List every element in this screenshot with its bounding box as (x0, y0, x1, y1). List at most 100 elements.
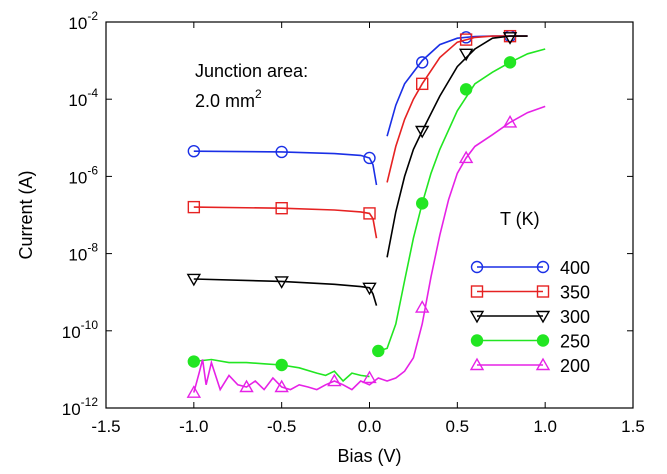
y-tick-exponent: -10 (81, 318, 99, 332)
series-200-point (414, 300, 430, 313)
series-300-forward-line (386, 35, 528, 258)
legend-marker (470, 334, 484, 347)
legend-marker (536, 260, 550, 274)
legend-marker (470, 285, 484, 298)
y-tick-label: 10-4 (68, 86, 98, 110)
series-200-point (239, 379, 254, 393)
series-400-point (187, 144, 201, 158)
series-300-point (186, 273, 202, 287)
x-tick-label: 0.0 (358, 417, 382, 436)
series-350-reverse-line (193, 206, 378, 239)
series-200-point (186, 385, 202, 398)
y-tick-exponent: -6 (87, 163, 98, 177)
x-tick-label: 1.5 (621, 417, 645, 436)
x-tick-label: -1.5 (91, 417, 120, 436)
legend-item-300: 300 (469, 307, 590, 327)
y-tick-label: 10-10 (62, 318, 99, 342)
series-250-point (187, 355, 201, 368)
x-axis-title: Bias (V) (337, 446, 401, 466)
series-350-point (363, 207, 376, 220)
legend-marker (469, 310, 485, 324)
series-250-point (372, 344, 385, 358)
legend-label: 200 (560, 356, 590, 376)
y-tick-exponent: -12 (81, 395, 99, 409)
y-tick-base: 10 (68, 168, 87, 187)
legend-marker (535, 357, 551, 371)
legend-item-400: 400 (470, 258, 590, 278)
y-tick-label: 10-8 (68, 241, 98, 265)
legend: T (K) 400 350 300 250 200 (469, 209, 590, 376)
legend-marker (536, 334, 550, 347)
y-axis-title: Current (A) (16, 170, 36, 259)
y-tick-label: 10-12 (62, 395, 99, 419)
y-tick-label: 10-2 (68, 9, 98, 33)
x-tick-label: -1.0 (179, 417, 208, 436)
legend-item-250: 250 (470, 332, 590, 352)
x-axis: -1.5 -1.0 -0.5 0.0 0.5 1.0 1.5 (91, 22, 645, 436)
series-250-forward-line (378, 48, 546, 352)
series-400-point (363, 151, 376, 165)
x-tick-label: -0.5 (267, 417, 296, 436)
y-tick-base: 10 (68, 14, 87, 33)
legend-marker (535, 310, 551, 324)
series-400-point (275, 145, 288, 159)
y-tick-label: 10-6 (68, 163, 98, 187)
series-300-point (502, 32, 518, 45)
series-200-point (362, 370, 377, 384)
series-400-reverse-line (193, 150, 378, 186)
series-250-point (275, 358, 288, 372)
legend-item-200: 200 (469, 356, 590, 376)
series-200-reverse-line (193, 105, 546, 393)
series-200-point (458, 150, 474, 164)
series-300-point (362, 282, 377, 296)
series-350-forward-line (386, 35, 528, 183)
legend-marker (536, 285, 550, 298)
series-250-point (416, 197, 429, 210)
legend-label: 300 (560, 307, 590, 327)
y-tick-exponent: -8 (87, 241, 98, 255)
series-350 (187, 29, 528, 239)
legend-label: 350 (560, 283, 590, 303)
legend-label: 400 (560, 258, 590, 278)
legend-title: T (K) (500, 209, 540, 229)
series-250-point (503, 56, 517, 69)
series-200-point (502, 115, 518, 128)
series-200 (186, 105, 546, 398)
y-tick-exponent: -2 (87, 9, 98, 23)
series-200-point (274, 379, 289, 393)
y-tick-base: 10 (68, 246, 87, 265)
legend-marker (469, 357, 485, 371)
plot-frame (105, 21, 634, 409)
series-200-point (327, 373, 342, 387)
legend-marker (470, 260, 484, 274)
series-250 (187, 48, 546, 383)
annotation-value: 2.0 mm (195, 91, 255, 111)
series-350-point (416, 77, 429, 91)
y-tick-exponent: -4 (87, 86, 98, 100)
series-300 (186, 32, 528, 306)
annotation-exponent: 2 (255, 87, 262, 101)
y-tick-base: 10 (68, 91, 87, 110)
annotation-line2: 2.0 mm2 (195, 87, 262, 111)
annotation-line1: Junction area: (195, 61, 308, 81)
series-300-point (414, 125, 430, 139)
y-tick-base: 10 (62, 323, 81, 342)
series-300-reverse-line (193, 278, 378, 306)
legend-label: 250 (560, 332, 590, 352)
series-400-point (416, 56, 429, 69)
x-tick-label: 1.0 (533, 417, 557, 436)
series-350-point (187, 200, 201, 214)
series-350-point (459, 33, 473, 46)
series-250-point (459, 83, 473, 96)
series-300-point (274, 276, 289, 289)
x-tick-label: 0.5 (446, 417, 470, 436)
annotation: Junction area: 2.0 mm2 (195, 61, 308, 111)
series-250-reverse-line (193, 358, 370, 383)
legend-item-350: 350 (470, 283, 590, 303)
series-350-point (275, 202, 288, 215)
series-300-point (458, 48, 474, 62)
plot-content (186, 29, 546, 398)
y-tick-base: 10 (62, 400, 81, 419)
